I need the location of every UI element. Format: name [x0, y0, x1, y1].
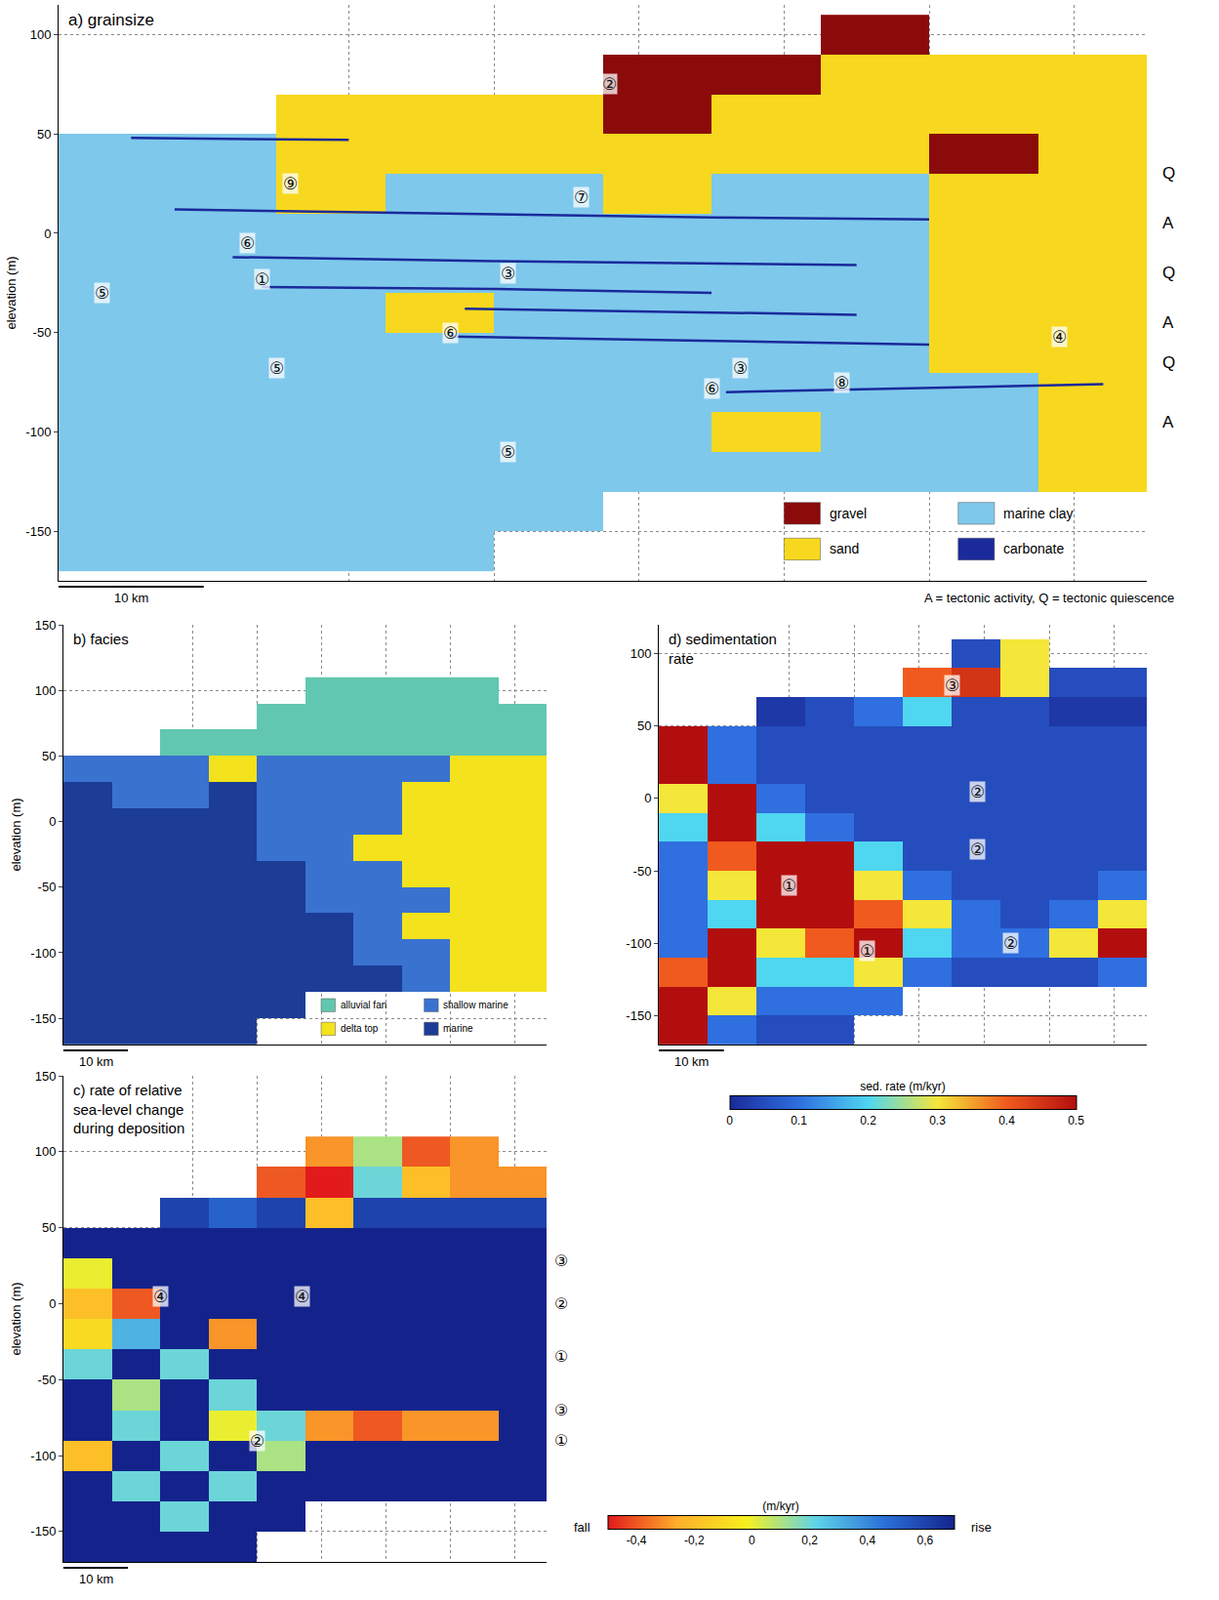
svg-text:②: ②	[1003, 933, 1018, 953]
svg-text:A = tectonic activity, Q = tec: A = tectonic activity, Q = tectonic quie…	[924, 590, 1175, 606]
svg-text:②: ②	[249, 1430, 265, 1451]
svg-text:-50: -50	[38, 1372, 57, 1387]
svg-text:elevation (m): elevation (m)	[8, 1281, 24, 1355]
svg-text:0: 0	[48, 813, 56, 829]
svg-text:0.5: 0.5	[1067, 1113, 1085, 1128]
svg-text:0: 0	[726, 1113, 733, 1128]
svg-text:elevation (m): elevation (m)	[3, 255, 19, 329]
svg-text:0.2: 0.2	[859, 1113, 877, 1128]
svg-text:-100: -100	[30, 1448, 56, 1463]
svg-text:③: ③	[554, 1251, 569, 1270]
svg-text:-150: -150	[30, 1523, 56, 1539]
svg-text:sand: sand	[829, 540, 859, 557]
svg-text:②: ②	[970, 839, 985, 859]
svg-text:elevation (m): elevation (m)	[8, 797, 24, 871]
svg-text:②: ②	[970, 781, 985, 802]
svg-text:⑦: ⑦	[573, 187, 589, 207]
svg-text:rise: rise	[971, 1519, 992, 1535]
svg-text:③: ③	[500, 263, 516, 284]
svg-text:⑤: ⑤	[269, 358, 285, 378]
svg-text:10 km: 10 km	[674, 1054, 709, 1069]
svg-text:③: ③	[732, 358, 748, 378]
svg-text:shallow marine: shallow marine	[443, 999, 509, 1011]
svg-text:0: 0	[748, 1533, 756, 1547]
svg-text:50: 50	[41, 1219, 56, 1235]
svg-text:100: 100	[35, 683, 57, 698]
svg-text:carbonate: carbonate	[1003, 540, 1064, 557]
svg-text:d) sedimentationrate: d) sedimentationrate	[668, 630, 777, 667]
svg-text:0.3: 0.3	[929, 1113, 946, 1128]
svg-text:④: ④	[294, 1286, 310, 1306]
svg-text:①: ①	[554, 1430, 569, 1450]
svg-text:(m/kyr): (m/kyr)	[762, 1499, 799, 1513]
svg-text:-0,4: -0,4	[626, 1533, 648, 1547]
svg-text:b) facies: b) facies	[73, 630, 129, 648]
svg-text:①: ①	[859, 940, 875, 961]
svg-text:Q: Q	[1162, 263, 1176, 283]
svg-text:0,4: 0,4	[858, 1533, 876, 1547]
svg-text:⑥: ⑥	[240, 233, 255, 253]
svg-text:⑨: ⑨	[283, 173, 298, 194]
svg-text:10 km: 10 km	[79, 1054, 114, 1069]
svg-text:⑤: ⑤	[500, 442, 516, 462]
svg-text:③: ③	[554, 1400, 569, 1420]
svg-text:-50: -50	[33, 325, 52, 340]
svg-text:②: ②	[554, 1294, 569, 1313]
svg-text:①: ①	[254, 269, 270, 289]
svg-text:50: 50	[41, 748, 56, 764]
svg-text:④: ④	[1052, 326, 1067, 347]
svg-text:150: 150	[35, 1068, 57, 1084]
svg-text:A: A	[1162, 313, 1175, 332]
svg-text:-150: -150	[625, 1008, 651, 1023]
svg-text:Q: Q	[1162, 163, 1176, 183]
svg-text:fall: fall	[573, 1519, 591, 1535]
svg-text:0,2: 0,2	[801, 1533, 818, 1547]
svg-text:⑧: ⑧	[834, 372, 850, 393]
svg-text:100: 100	[30, 27, 52, 42]
svg-text:-150: -150	[30, 1011, 56, 1026]
svg-text:A: A	[1162, 412, 1175, 432]
svg-text:③: ③	[944, 675, 960, 695]
svg-text:0.1: 0.1	[790, 1113, 808, 1128]
svg-text:-50: -50	[633, 863, 652, 879]
svg-text:100: 100	[35, 1143, 57, 1159]
svg-text:gravel: gravel	[829, 505, 867, 522]
svg-text:0,6: 0,6	[917, 1533, 935, 1547]
svg-text:c) rate of relativesea-level c: c) rate of relativesea-level changedurin…	[73, 1081, 185, 1137]
svg-text:0: 0	[644, 790, 651, 806]
svg-text:A: A	[1162, 213, 1175, 233]
svg-text:-100: -100	[625, 935, 651, 951]
svg-text:10 km: 10 km	[114, 590, 149, 606]
svg-text:alluvial fan: alluvial fan	[340, 999, 387, 1011]
svg-text:①: ①	[554, 1346, 569, 1366]
svg-text:50: 50	[637, 718, 651, 733]
svg-text:0: 0	[43, 226, 51, 242]
svg-text:-0,2: -0,2	[684, 1533, 705, 1547]
svg-text:150: 150	[35, 617, 57, 633]
svg-text:⑥: ⑥	[704, 378, 720, 399]
svg-text:-100: -100	[30, 944, 56, 960]
svg-text:-100: -100	[25, 424, 51, 440]
svg-text:⑤: ⑤	[94, 283, 110, 303]
svg-text:-150: -150	[25, 524, 51, 539]
svg-text:①: ①	[781, 875, 797, 895]
svg-text:100: 100	[630, 646, 652, 661]
svg-text:②: ②	[602, 74, 617, 94]
svg-text:0.4: 0.4	[998, 1113, 1016, 1128]
svg-text:a) grainsize: a) grainsize	[68, 10, 155, 30]
svg-text:-50: -50	[38, 879, 57, 894]
svg-text:marine clay: marine clay	[1003, 505, 1074, 522]
svg-text:10 km: 10 km	[79, 1571, 114, 1586]
svg-text:⑥: ⑥	[443, 323, 458, 343]
svg-text:marine: marine	[443, 1022, 474, 1034]
svg-text:delta top: delta top	[340, 1022, 379, 1034]
svg-text:Q: Q	[1162, 353, 1176, 372]
svg-text:0: 0	[48, 1296, 56, 1311]
svg-text:50: 50	[37, 126, 51, 142]
svg-text:sed. rate (m/kyr): sed. rate (m/kyr)	[859, 1079, 945, 1094]
svg-text:④: ④	[153, 1286, 168, 1306]
